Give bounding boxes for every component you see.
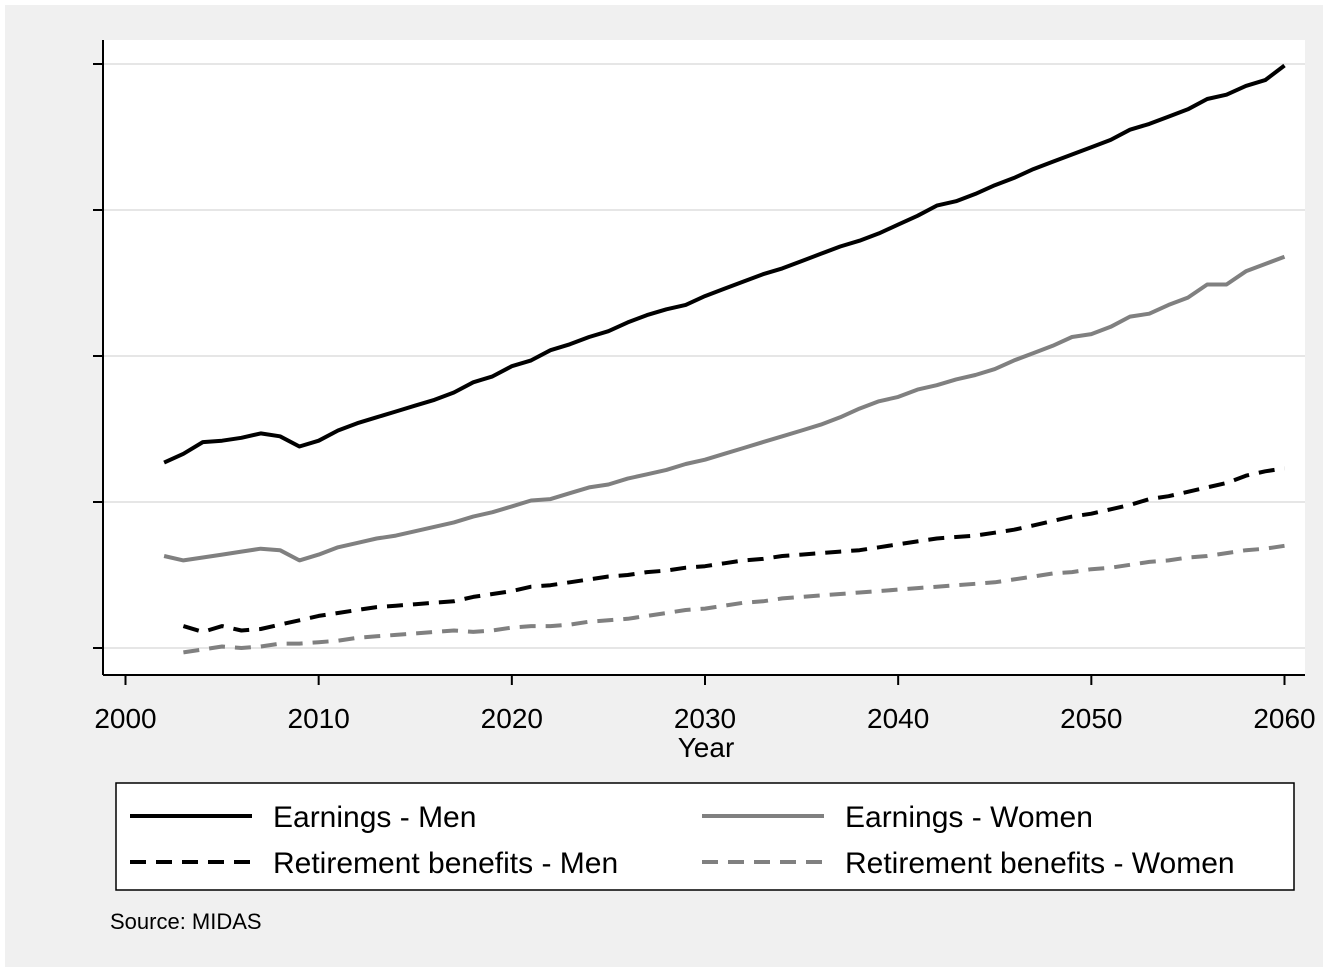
legend: Earnings - Men Earnings - Women Retirement… bbox=[115, 782, 1295, 891]
x-tick-label: 2050 bbox=[1060, 703, 1122, 734]
legend-box bbox=[115, 782, 1295, 891]
plot-region bbox=[103, 40, 1305, 675]
series-line-4 bbox=[183, 543, 1285, 655]
legend-label: Earnings - Men bbox=[273, 801, 476, 834]
legend-label: Retirement benefits - Women bbox=[845, 847, 1235, 880]
series-line-3 bbox=[182, 466, 1285, 634]
x-tick-label: 2040 bbox=[867, 703, 929, 734]
x-tick-label: 2000 bbox=[94, 703, 156, 734]
x-tick-label: 2010 bbox=[288, 703, 350, 734]
series-lines bbox=[163, 63, 1286, 655]
series-line-2 bbox=[163, 254, 1286, 563]
series-line-1 bbox=[163, 63, 1286, 465]
gridlines bbox=[103, 63, 1305, 649]
x-axis-title: Year bbox=[678, 732, 735, 763]
x-tick-label: 2060 bbox=[1253, 703, 1315, 734]
source-note: Source: MIDAS bbox=[110, 909, 262, 934]
legend-label: Retirement benefits - Men bbox=[273, 847, 618, 880]
x-tick-label: 2020 bbox=[481, 703, 543, 734]
x-tick-label: 2030 bbox=[674, 703, 736, 734]
legend-label: Earnings - Women bbox=[845, 801, 1093, 834]
axes: 2000 2010 2020 2030 2040 2050 2060 bbox=[93, 40, 1316, 734]
